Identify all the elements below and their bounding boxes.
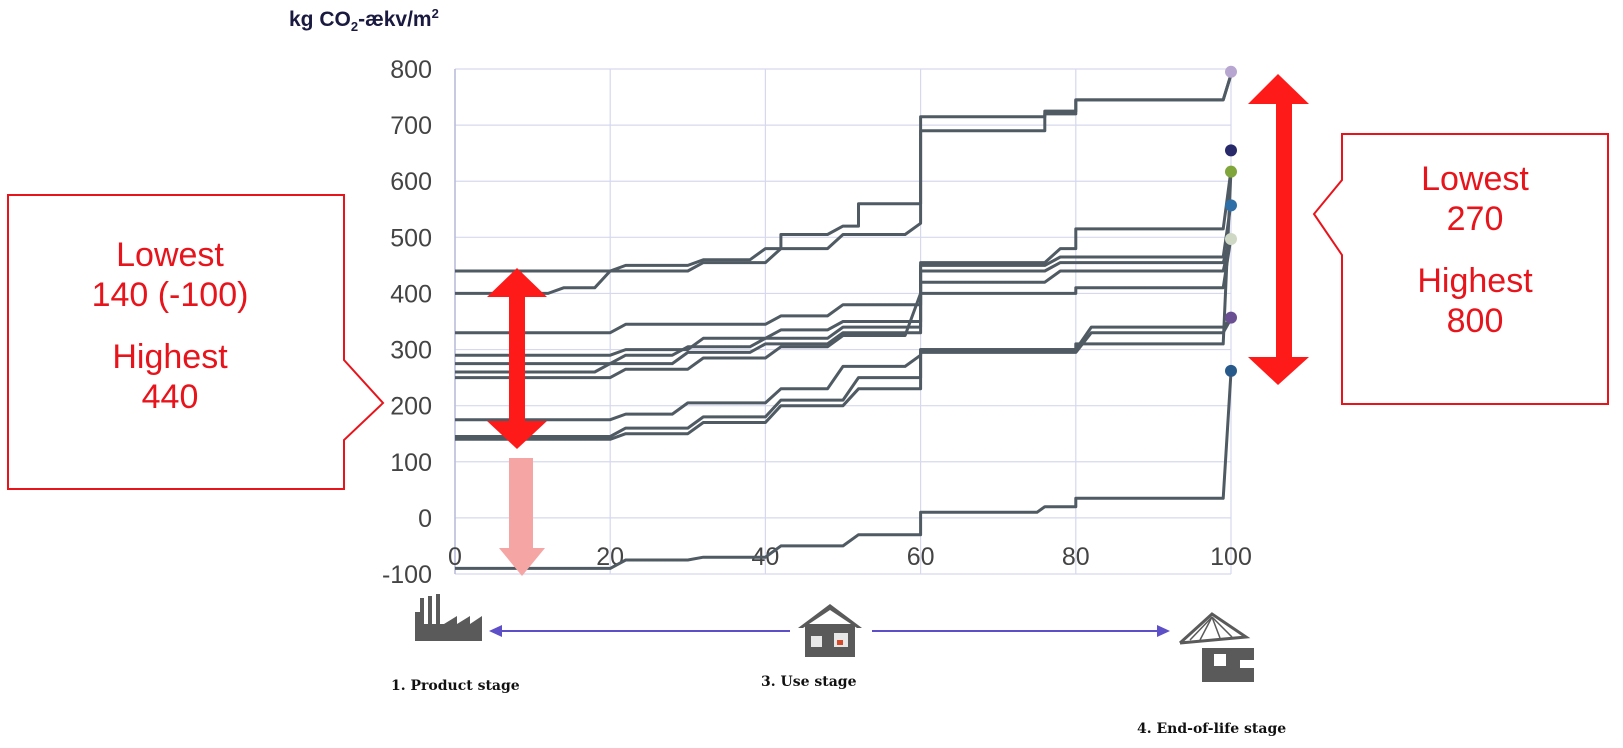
factory-icon: [415, 594, 482, 641]
demolition-icon: [1178, 612, 1254, 682]
y-axis-unit-label: kg CO2-ækv/m2: [289, 6, 439, 35]
y-tick-label: 800: [390, 56, 432, 84]
end-marker: [1225, 144, 1237, 157]
end-marker: [1225, 233, 1237, 246]
end-marker: [1225, 65, 1237, 78]
left-range-arrow: [487, 268, 547, 449]
x-tick-label: 80: [1062, 543, 1090, 571]
negative-range-arrow: [499, 458, 545, 576]
series-line: [455, 203, 1233, 357]
series-line: [455, 74, 1233, 295]
product-stage-label: 1. Product stage: [391, 678, 520, 694]
left-callout-text: Lowest 140 (-100) Highest 440: [40, 235, 300, 417]
end-marker: [1225, 311, 1237, 324]
series-line: [455, 74, 1233, 273]
house-icon: [798, 604, 862, 657]
right-callout-lowest-label: Lowest: [1421, 160, 1529, 198]
use-stage-label: 3. Use stage: [761, 674, 857, 690]
y-tick-label: 0: [418, 505, 432, 533]
series-line: [455, 236, 1233, 366]
right-callout-highest-value: 800: [1446, 302, 1504, 340]
y-tick-label: 400: [390, 280, 432, 308]
y-tick-label: 100: [390, 449, 432, 477]
series-line: [455, 317, 1233, 422]
series-lines: [455, 74, 1233, 570]
end-markers: [1225, 65, 1237, 377]
y-tick-label: 300: [390, 337, 432, 365]
left-callout-lowest-label: Lowest: [116, 236, 224, 274]
end-marker: [1225, 199, 1237, 212]
y-tick-label: -100: [382, 561, 432, 589]
stage-timeline: [489, 625, 1170, 637]
left-callout-highest-value: 440: [141, 378, 199, 416]
y-tick-label: 500: [390, 224, 432, 252]
series-line: [455, 236, 1233, 374]
series-line: [455, 371, 1233, 570]
end-marker: [1225, 165, 1237, 178]
end-marker: [1225, 364, 1237, 377]
right-callout-text: Lowest 270 Highest 800: [1370, 159, 1580, 341]
left-callout-box: [7, 194, 385, 490]
x-tick-label: 100: [1210, 543, 1252, 571]
y-tick-label: 600: [390, 168, 432, 196]
x-tick-label: 20: [596, 543, 624, 571]
series-line: [455, 169, 1233, 335]
series-line: [455, 237, 1233, 380]
right-callout-box: [1312, 133, 1609, 405]
right-callout-lowest-value: 270: [1446, 200, 1504, 238]
x-tick-label: 60: [907, 543, 935, 571]
y-tick-label: 200: [390, 393, 432, 421]
left-callout-lowest-value: 140 (-100): [91, 276, 249, 314]
eol-stage-label: 4. End-of-life stage: [1137, 721, 1287, 737]
right-callout-highest-label: Highest: [1417, 262, 1533, 300]
left-callout-highest-label: Highest: [112, 338, 228, 376]
x-tick-label: 0: [448, 543, 462, 571]
right-range-arrow: [1248, 74, 1309, 385]
y-tick-label: 700: [390, 112, 432, 140]
series-line: [455, 317, 1233, 438]
series-line: [455, 169, 1233, 441]
